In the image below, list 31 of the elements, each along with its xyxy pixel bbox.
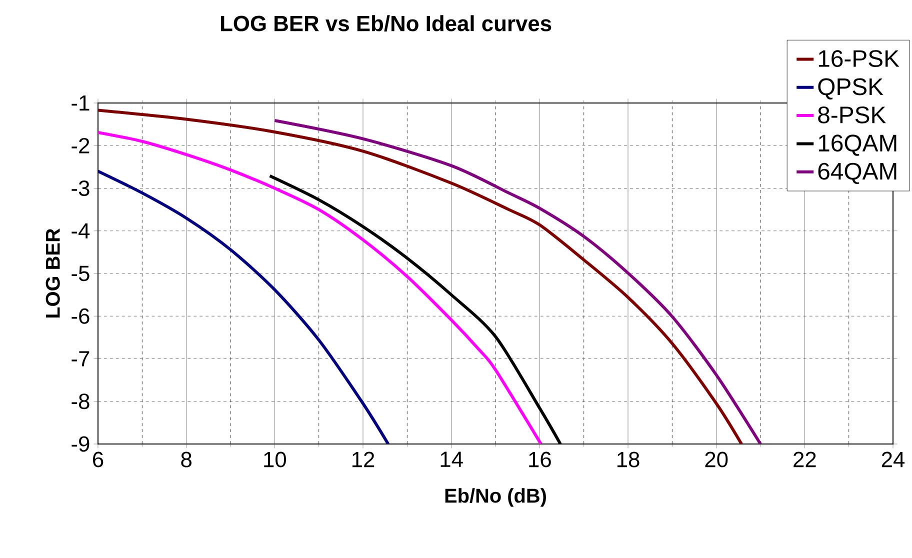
legend-label: 16QAM <box>818 134 896 156</box>
y-tick-label: -9 <box>72 436 90 452</box>
x-tick-label: 8 <box>181 452 192 468</box>
x-tick-label: 20 <box>705 452 728 468</box>
x-tick-label: 10 <box>264 452 286 468</box>
chart-title: LOG BER vs Eb/No Ideal curves <box>221 15 552 32</box>
line-series <box>98 108 744 444</box>
y-axis-title: LOG BER <box>46 228 60 318</box>
y-tick-label: -5 <box>72 266 90 282</box>
y-tick-label: -6 <box>72 308 90 324</box>
y-tick-label: -1 <box>72 95 90 111</box>
legend-label: 8-PSK <box>818 106 886 124</box>
y-tick-label: -8 <box>72 394 90 410</box>
y-tick-label: -3 <box>72 180 90 196</box>
legend-label: 16-PSK <box>818 50 900 68</box>
x-tick-label: 14 <box>440 452 463 467</box>
line-series <box>98 170 390 444</box>
x-axis-title: Eb/No (dB) <box>445 488 546 507</box>
line-series <box>98 130 542 444</box>
y-tick-label: -7 <box>72 351 90 366</box>
legend-label: QPSK <box>818 78 884 100</box>
x-tick-label: 12 <box>352 452 374 468</box>
x-tick-label: 6 <box>93 452 104 468</box>
line-series <box>273 118 762 444</box>
x-tick-label: 24 <box>882 452 905 468</box>
x-tick-label: 22 <box>794 452 816 468</box>
y-tick-label: -2 <box>72 138 90 154</box>
y-tick-label: -4 <box>72 223 90 238</box>
legend-label: 64QAM <box>818 162 896 184</box>
x-tick-label: 18 <box>617 452 640 468</box>
x-tick-label: 16 <box>529 452 551 468</box>
